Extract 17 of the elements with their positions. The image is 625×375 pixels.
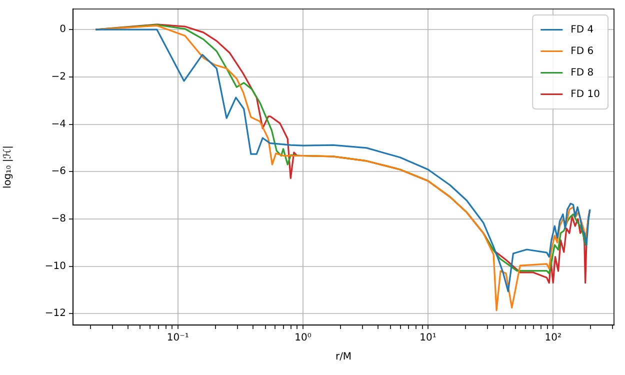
y-tick-label: −2 xyxy=(51,72,66,83)
legend-label: FD 4 xyxy=(570,24,594,36)
legend-label: FD 8 xyxy=(570,67,594,78)
y-axis-title: log₁₀ |ℋ| xyxy=(2,145,14,189)
x-tick-label: 10⁰ xyxy=(294,332,312,344)
y-tick-label: −8 xyxy=(51,214,66,225)
y-tick-label: −10 xyxy=(44,260,66,272)
x-tick-label: 10⁻¹ xyxy=(166,332,189,344)
legend-label: FD 6 xyxy=(570,46,594,57)
x-tick-label: 10² xyxy=(544,332,562,344)
x-tick-label: 10¹ xyxy=(420,332,436,344)
y-tick-label: −12 xyxy=(44,308,66,320)
y-tick-label: −4 xyxy=(51,118,66,130)
y-tick-label: 0 xyxy=(60,24,66,36)
x-axis-title: r/M xyxy=(335,352,352,363)
legend-label: FD 10 xyxy=(570,88,600,100)
y-tick-label: −6 xyxy=(51,166,66,178)
